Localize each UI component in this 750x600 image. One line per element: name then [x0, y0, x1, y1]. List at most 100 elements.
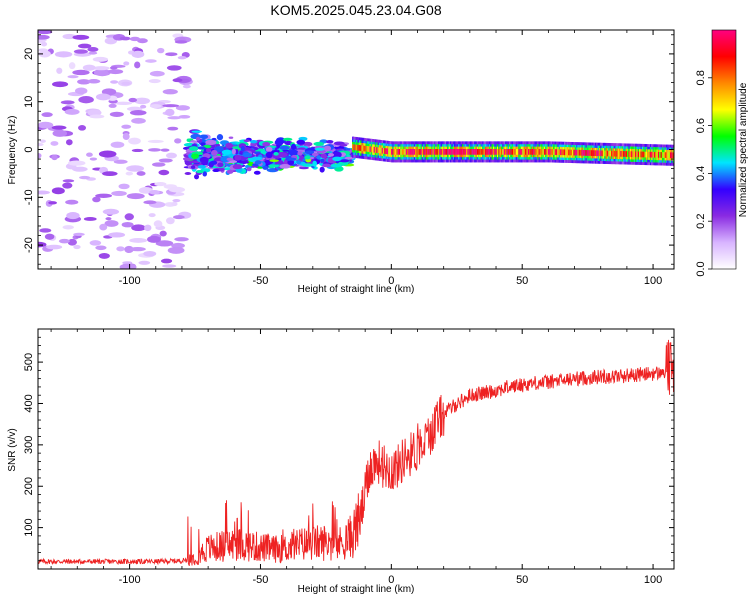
heat-noise-cell — [102, 208, 120, 215]
heat-noise-cell — [116, 246, 125, 252]
heat-signal-cell — [640, 151, 643, 158]
heat-transition-cell — [242, 152, 253, 158]
heat-signal-cell — [568, 149, 570, 156]
heat-transition-cell — [246, 167, 252, 172]
heat-transition-cell — [328, 153, 335, 157]
heat-signal-cell — [534, 149, 537, 155]
heat-noise-cell — [86, 152, 93, 157]
heat-noise-cell — [148, 148, 161, 152]
heat-signal-cell — [657, 152, 660, 158]
heat-transition-cell — [320, 153, 327, 159]
heat-signal-cell — [609, 150, 612, 157]
x-tick-label: 0 — [388, 574, 394, 586]
heat-signal-cell — [614, 150, 617, 157]
heat-signal-cell — [412, 149, 415, 155]
heat-signal-cell — [474, 149, 477, 155]
heat-noise-cell — [134, 61, 141, 69]
heat-noise-cell — [38, 34, 50, 40]
heat-signal-cell — [413, 149, 416, 155]
heat-transition-cell — [312, 160, 317, 167]
heat-signal-cell — [449, 149, 452, 155]
heat-transition-cell — [199, 156, 209, 163]
heat-noise-cell — [67, 160, 86, 166]
heat-signal-cell — [636, 151, 639, 158]
heat-signal-cell — [561, 149, 564, 156]
heat-signal-cell — [478, 149, 481, 155]
y-tick-label: 20 — [23, 48, 35, 60]
heat-signal-cell — [425, 149, 428, 155]
heat-noise-cell — [72, 69, 90, 76]
heat-signal-cell — [651, 151, 654, 158]
heat-noise-cell — [123, 61, 130, 66]
snr-x-ticks: -100 -50 0 50 100 — [50, 329, 662, 586]
heat-noise-cell — [149, 190, 160, 195]
heat-signal-cell — [559, 149, 562, 156]
heat-signal-cell — [507, 149, 510, 155]
heat-signal-cell — [633, 151, 636, 158]
spectrogram-cells — [38, 30, 674, 269]
spectrogram-x-axis-label: Height of straight line (km) — [298, 284, 415, 295]
heat-signal-cell — [510, 149, 513, 155]
heat-signal-cell — [392, 149, 395, 155]
heat-noise-cell — [87, 79, 101, 84]
heat-signal-cell — [574, 149, 577, 156]
heat-signal-cell — [553, 149, 556, 155]
heat-signal-cell — [554, 149, 557, 155]
heat-signal-cell — [578, 149, 581, 156]
heat-signal-cell — [610, 150, 613, 157]
heat-signal-cell — [500, 149, 503, 155]
heat-signal-cell — [641, 151, 644, 158]
heat-transition-cell — [273, 152, 279, 156]
heat-transition-cell — [225, 142, 234, 149]
heat-signal-cell — [429, 149, 432, 155]
heat-signal-cell — [597, 150, 600, 157]
heat-transition-cell — [274, 139, 284, 146]
heat-transition-cell — [330, 163, 342, 168]
heat-noise-cell — [64, 108, 80, 115]
heat-signal-cell — [527, 149, 530, 155]
heat-noise-cell — [39, 228, 52, 233]
heat-signal-cell — [432, 149, 435, 155]
heat-noise-cell — [113, 159, 128, 164]
heat-noise-cell — [153, 220, 163, 228]
heat-signal-cell — [620, 150, 623, 157]
heat-noise-cell — [167, 126, 179, 131]
heat-signal-cell — [594, 150, 597, 157]
heat-signal-cell — [545, 149, 548, 155]
heat-signal-cell — [400, 149, 403, 155]
heat-signal-cell — [665, 152, 668, 158]
heat-signal-cell — [480, 149, 483, 155]
heat-signal-cell — [632, 151, 635, 158]
heat-signal-cell — [353, 144, 356, 151]
heat-signal-cell — [409, 149, 412, 155]
heat-signal-cell — [549, 149, 552, 155]
heat-signal-cell — [589, 150, 592, 156]
heat-noise-cell — [62, 182, 73, 189]
colorbar-tick-label: 0.0 — [695, 261, 707, 276]
heat-transition-cell — [188, 146, 199, 151]
x-tick-label: -50 — [253, 574, 269, 586]
heat-transition-cell — [231, 148, 236, 155]
heat-signal-cell — [476, 149, 479, 155]
heat-transition-cell — [339, 159, 350, 163]
heat-signal-cell — [423, 149, 426, 155]
colorbar-ticks: 0.0 0.2 0.4 0.6 0.8 — [695, 70, 712, 277]
heat-signal-cell — [377, 147, 380, 154]
colorbar-tick-label: 0.2 — [695, 214, 707, 229]
heat-signal-cell — [656, 151, 659, 158]
heat-signal-cell — [491, 149, 494, 155]
heat-noise-cell — [77, 43, 92, 49]
heat-signal-cell — [390, 148, 393, 155]
heat-noise-cell — [92, 66, 110, 71]
heat-noise-cell — [104, 37, 117, 45]
heat-transition-cell — [297, 147, 306, 150]
heat-signal-cell — [667, 152, 670, 159]
heat-signal-cell — [455, 149, 458, 155]
colorbar-tick-label: 0.8 — [695, 70, 707, 85]
heat-signal-cell — [475, 149, 478, 155]
heat-noise-cell — [65, 199, 79, 205]
heat-signal-cell — [539, 149, 542, 155]
heat-transition-cell — [296, 139, 306, 145]
heat-signal-cell — [637, 151, 640, 158]
heat-signal-cell — [586, 150, 589, 156]
